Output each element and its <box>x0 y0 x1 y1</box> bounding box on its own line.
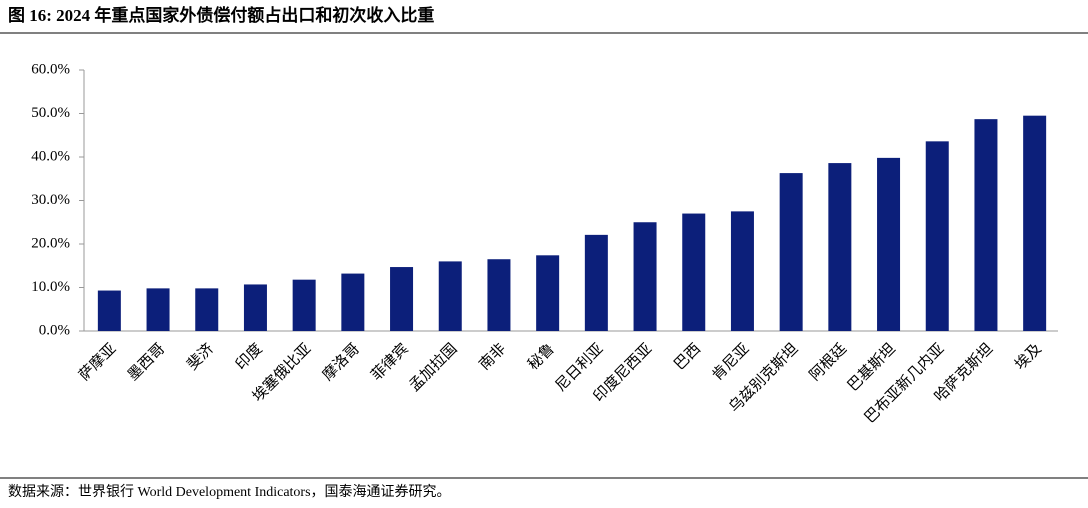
bar <box>682 213 706 331</box>
y-tick-label: 30.0% <box>31 192 70 208</box>
x-tick-label: 斐济 <box>184 340 217 373</box>
bar <box>487 259 511 331</box>
x-tick-label: 阿根廷 <box>806 340 850 384</box>
bar <box>390 267 414 331</box>
x-tick-label: 菲律宾 <box>368 340 412 384</box>
x-tick-label: 孟加拉国 <box>406 340 460 394</box>
x-tick-label: 南非 <box>476 340 509 373</box>
x-tick-label: 墨西哥 <box>125 341 168 384</box>
x-tick-label: 印度 <box>232 340 265 373</box>
y-tick-label: 10.0% <box>31 279 70 295</box>
x-tick-label: 巴西 <box>671 341 704 374</box>
x-tick-label: 埃及 <box>1012 340 1045 373</box>
bar <box>1023 115 1047 331</box>
y-tick-label: 40.0% <box>31 148 70 164</box>
bar <box>584 234 608 331</box>
y-tick-label: 60.0% <box>31 61 70 77</box>
bar <box>243 284 267 331</box>
bar <box>341 273 365 331</box>
x-tick-label: 秘鲁 <box>525 340 558 373</box>
bar <box>97 290 121 331</box>
x-tick-label: 肯尼亚 <box>709 340 753 384</box>
bar <box>730 211 754 331</box>
bar <box>195 288 219 331</box>
source: 数据来源：世界银行 World Development Indicators，国… <box>8 484 451 500</box>
bar <box>536 255 560 331</box>
bar <box>974 119 998 331</box>
bar <box>877 157 901 331</box>
y-tick-label: 0.0% <box>39 322 70 338</box>
y-tick-label: 20.0% <box>31 235 70 251</box>
x-tick-label: 摩洛哥 <box>319 340 364 385</box>
bar <box>146 288 170 331</box>
bar <box>828 163 852 331</box>
bar <box>779 173 803 331</box>
y-tick-label: 50.0% <box>31 105 70 121</box>
bar <box>292 279 316 331</box>
bar <box>438 261 462 331</box>
x-tick-label: 萨摩亚 <box>75 340 120 385</box>
bar <box>633 222 657 331</box>
bar <box>925 141 949 331</box>
chart-title: 图 16: 2024 年重点国家外债偿付额占出口和初次收入比重 <box>8 5 434 25</box>
